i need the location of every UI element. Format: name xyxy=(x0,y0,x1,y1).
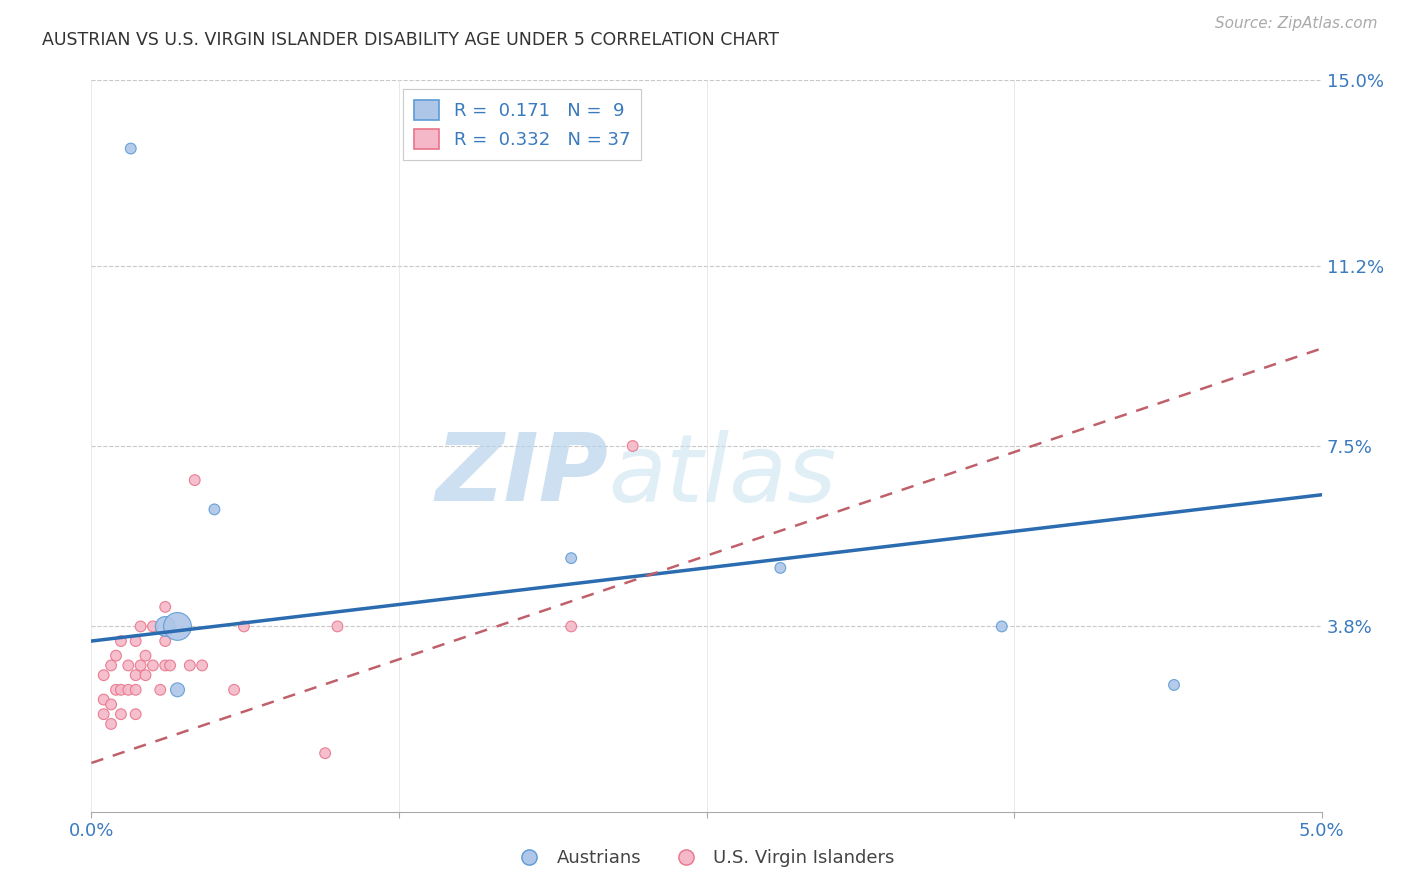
Point xyxy=(110,707,132,722)
Point xyxy=(100,717,122,731)
Point xyxy=(117,682,139,697)
Point xyxy=(769,561,792,575)
Point xyxy=(153,599,177,614)
Point xyxy=(124,707,148,722)
Point xyxy=(183,473,207,487)
Point xyxy=(124,634,148,648)
Point xyxy=(153,634,177,648)
Text: Source: ZipAtlas.com: Source: ZipAtlas.com xyxy=(1215,16,1378,31)
Point xyxy=(93,668,115,682)
Point xyxy=(100,658,122,673)
Point xyxy=(135,668,156,682)
Point xyxy=(142,619,165,633)
Point xyxy=(120,142,142,156)
Point xyxy=(621,439,644,453)
Point xyxy=(166,682,188,697)
Point xyxy=(560,619,582,633)
Point xyxy=(124,668,148,682)
Point xyxy=(100,698,122,712)
Point xyxy=(135,648,156,663)
Point xyxy=(159,658,181,673)
Point xyxy=(110,682,132,697)
Point xyxy=(1163,678,1185,692)
Point xyxy=(232,619,256,633)
Point xyxy=(202,502,225,516)
Point xyxy=(117,658,139,673)
Legend: Austrians, U.S. Virgin Islanders: Austrians, U.S. Virgin Islanders xyxy=(505,842,901,874)
Point xyxy=(129,619,152,633)
Point xyxy=(153,619,177,633)
Text: atlas: atlas xyxy=(607,430,837,521)
Point xyxy=(149,682,172,697)
Point xyxy=(110,634,132,648)
Point xyxy=(124,682,148,697)
Point xyxy=(191,658,214,673)
Point xyxy=(222,682,246,697)
Point xyxy=(153,658,177,673)
Point xyxy=(93,707,115,722)
Point xyxy=(314,746,336,760)
Legend: R =  0.171   N =  9, R =  0.332   N = 37: R = 0.171 N = 9, R = 0.332 N = 37 xyxy=(404,89,641,160)
Point xyxy=(105,682,127,697)
Point xyxy=(166,619,188,633)
Point xyxy=(142,658,165,673)
Point xyxy=(179,658,201,673)
Point xyxy=(105,648,127,663)
Point xyxy=(990,619,1012,633)
Text: AUSTRIAN VS U.S. VIRGIN ISLANDER DISABILITY AGE UNDER 5 CORRELATION CHART: AUSTRIAN VS U.S. VIRGIN ISLANDER DISABIL… xyxy=(42,31,779,49)
Point xyxy=(326,619,349,633)
Point xyxy=(93,692,115,706)
Text: ZIP: ZIP xyxy=(436,429,607,521)
Point xyxy=(560,551,582,566)
Point xyxy=(129,658,152,673)
